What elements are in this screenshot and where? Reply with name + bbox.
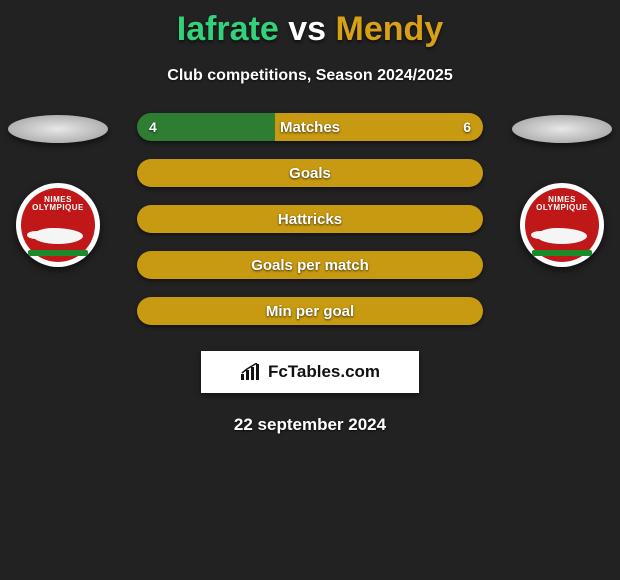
comparison-arena: NIMES OLYMPIQUE NIMES OLYMPIQUE Matches4… [0,113,620,325]
brand-box: FcTables.com [201,351,419,393]
badge-text-bottom-right: OLYMPIQUE [536,203,588,212]
badge-text-left: NIMES OLYMPIQUE [21,196,95,213]
player-right-shadow [512,115,612,143]
badge-text-right: NIMES OLYMPIQUE [525,196,599,213]
badge-stripe-left [28,250,88,256]
croc-icon [537,228,587,244]
title-player1: Iafrate [177,10,279,48]
stat-bar: Goals per match [137,251,483,279]
player-left-badge: NIMES OLYMPIQUE [16,183,100,267]
subtitle: Club competitions, Season 2024/2025 [0,67,620,85]
bar-label: Min per goal [137,297,483,325]
date-text: 22 september 2024 [0,415,620,435]
badge-text-bottom-left: OLYMPIQUE [32,203,84,212]
stat-bar: Min per goal [137,297,483,325]
bar-label: Matches [137,113,483,141]
title-player2: Mendy [336,10,444,48]
stat-bar: Hattricks [137,205,483,233]
title-vs: vs [288,10,326,48]
player-left-shadow [8,115,108,143]
bar-value-left: 4 [137,113,169,141]
stat-bars: Matches4 6 Goals Hattricks Goals per match Mi… [137,113,483,325]
bar-label: Hattricks [137,205,483,233]
player-right-badge: NIMES OLYMPIQUE [520,183,604,267]
page-title: Iafrate vs Mendy [0,0,620,49]
bar-value-right: 6 [451,113,483,141]
stat-bar: Matches4 6 [137,113,483,141]
chart-icon [240,363,262,381]
stat-bar: Goals [137,159,483,187]
croc-icon [33,228,83,244]
badge-inner-left: NIMES OLYMPIQUE [21,188,95,262]
bar-label: Goals [137,159,483,187]
player-right-side: NIMES OLYMPIQUE [512,113,612,267]
bar-label: Goals per match [137,251,483,279]
badge-stripe-right [532,250,592,256]
brand-text: FcTables.com [268,362,380,382]
badge-inner-right: NIMES OLYMPIQUE [525,188,599,262]
player-left-side: NIMES OLYMPIQUE [8,113,108,267]
